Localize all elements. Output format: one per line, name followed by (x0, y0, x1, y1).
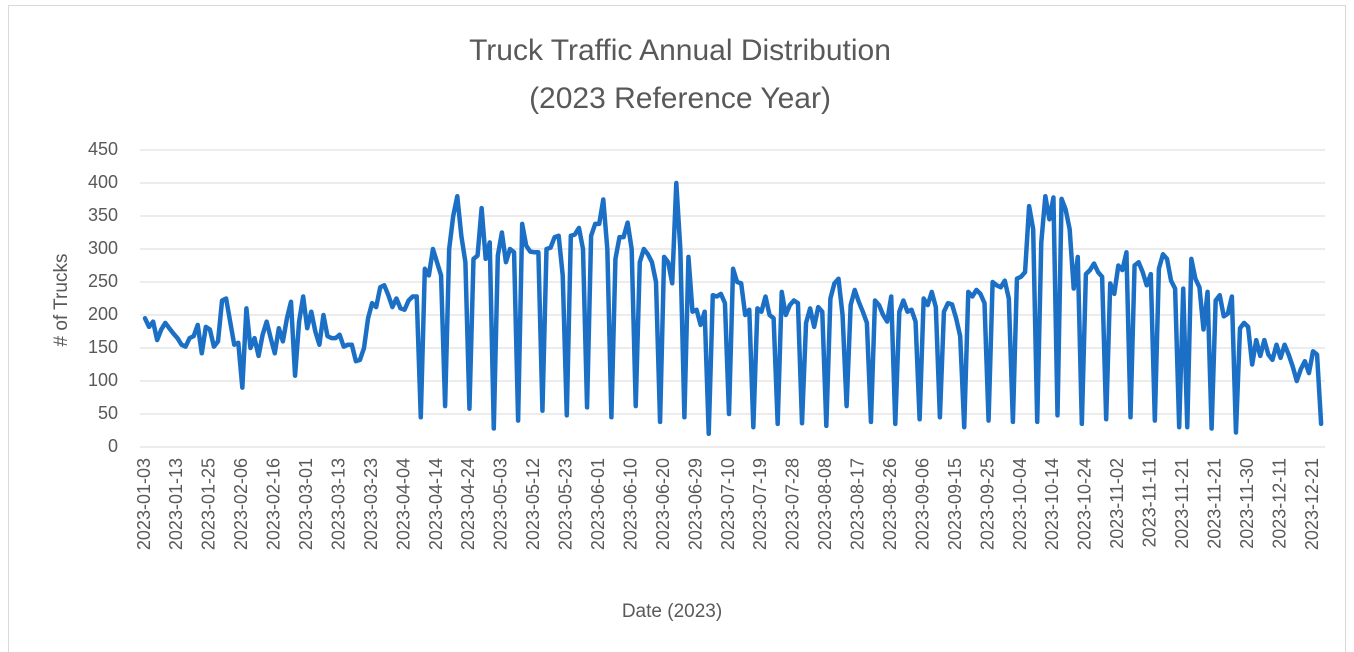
x-tick-label: 2023-08-17 (848, 458, 868, 550)
x-tick-label: 2023-12-21 (1302, 458, 1322, 550)
x-tick-label: 2023-01-03 (134, 458, 154, 550)
x-tick-label: 2023-08-26 (880, 458, 900, 550)
y-tick-label: 300 (88, 238, 118, 258)
x-tick-label: 2023-02-16 (264, 458, 284, 550)
x-tick-label: 2023-03-01 (296, 458, 316, 550)
x-tick-label: 2023-04-04 (393, 458, 413, 550)
x-tick-label: 2023-12-11 (1269, 458, 1289, 549)
y-tick-label: 0 (108, 436, 118, 456)
y-tick-label: 50 (98, 403, 118, 423)
x-tick-label: 2023-10-04 (1010, 458, 1030, 550)
chart-subtitle: (2023 Reference Year) (529, 82, 831, 115)
x-tick-label: 2023-09-15 (945, 458, 965, 550)
x-tick-label: 2023-07-28 (783, 458, 803, 550)
y-axis-title: # of Trucks (51, 254, 72, 347)
y-tick-label: 200 (88, 304, 118, 324)
x-tick-label: 2023-05-03 (491, 458, 511, 550)
x-tick-label: 2023-01-25 (199, 458, 219, 550)
y-tick-label: 400 (88, 172, 118, 192)
x-tick-label: 2023-09-25 (977, 458, 997, 550)
y-tick-label: 450 (88, 139, 118, 159)
x-tick-label: 2023-05-23 (556, 458, 576, 550)
x-tick-label: 2023-11-21 (1204, 458, 1224, 549)
x-tick-label: 2023-11-21 (1172, 458, 1192, 549)
chart-title: Truck Traffic Annual Distribution (469, 34, 891, 67)
x-tick-label: 2023-04-14 (426, 458, 446, 550)
y-tick-label: 150 (88, 337, 118, 357)
line-series (142, 180, 1324, 437)
y-tick-label: 100 (88, 370, 118, 390)
x-tick-label: 2023-07-10 (718, 458, 738, 550)
x-tick-label: 2023-03-13 (328, 458, 348, 550)
x-axis-title: Date (2023) (622, 601, 722, 622)
x-tick-label: 2023-08-08 (815, 458, 835, 550)
x-tick-label: 2023-09-06 (912, 458, 932, 550)
x-tick-label: 2023-11-11 (1140, 458, 1160, 547)
x-tick-label: 2023-07-19 (750, 458, 770, 550)
y-tick-label: 350 (88, 205, 118, 225)
y-tick-label: 250 (88, 271, 118, 291)
x-tick-label: 2023-11-30 (1237, 458, 1257, 549)
x-tick-label: 2023-03-23 (361, 458, 381, 550)
x-tick-label: 2023-10-14 (1042, 458, 1062, 550)
x-tick-label: 2023-06-20 (653, 458, 673, 550)
x-tick-label: 2023-05-12 (523, 458, 543, 550)
x-tick-label: 2023-04-24 (458, 458, 478, 550)
x-tick-label: 2023-02-06 (231, 458, 251, 550)
x-tick-label: 2023-01-13 (166, 458, 186, 550)
x-tick-label: 2023-11-02 (1107, 458, 1127, 549)
x-tick-label: 2023-06-10 (620, 458, 640, 550)
x-tick-label: 2023-06-01 (588, 458, 608, 550)
x-tick-label: 2023-06-29 (685, 458, 705, 550)
x-tick-label: 2023-10-24 (1075, 458, 1095, 550)
